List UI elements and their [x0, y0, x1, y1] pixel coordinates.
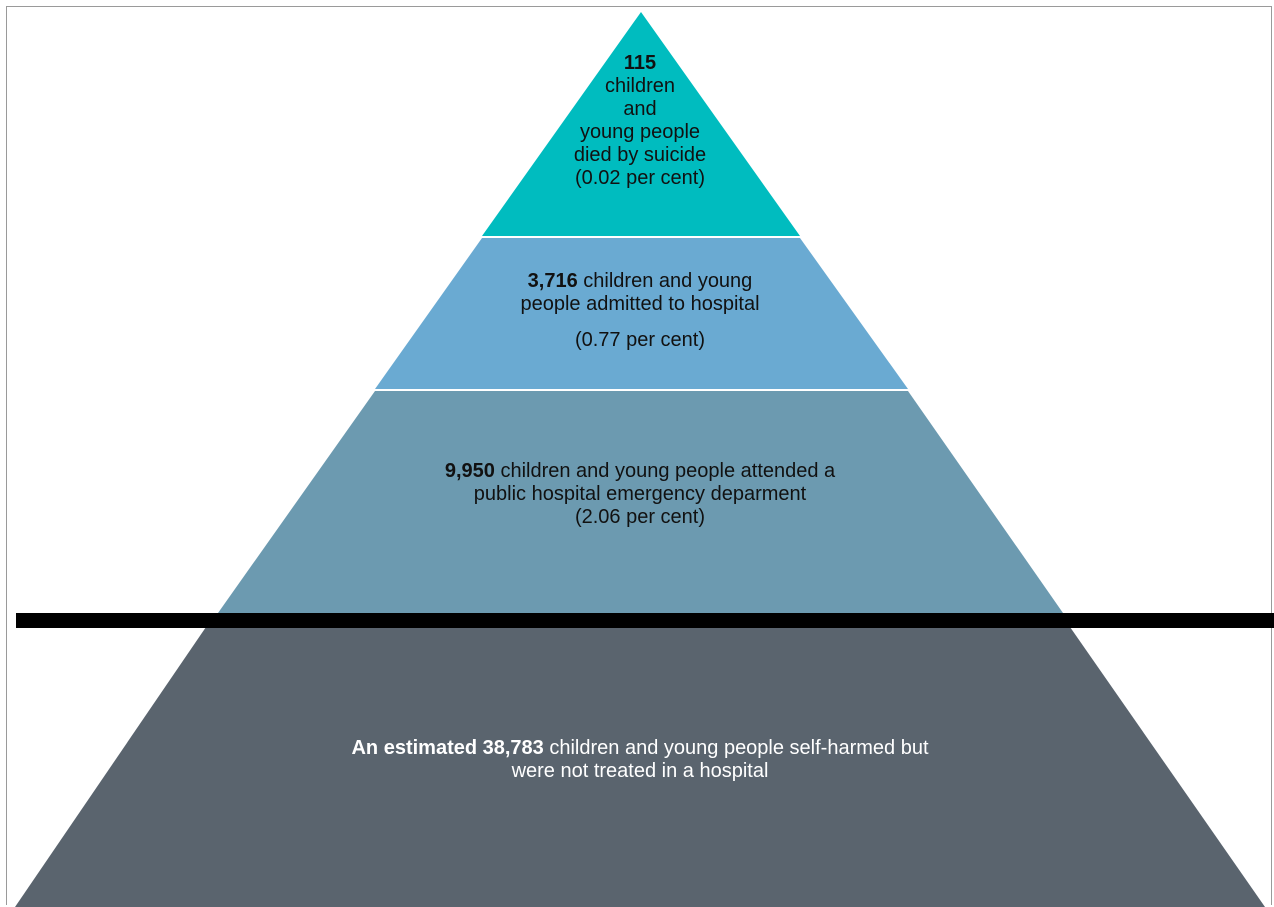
tier-suicide-label: 115 children and young people died by su… — [540, 52, 740, 190]
tier-suicide-text: and — [540, 98, 740, 121]
tier-hospital-number: 3,716 — [528, 270, 578, 292]
tier-emergency-number: 9,950 — [445, 460, 495, 482]
tier-base-text: were not treated in a hospital — [180, 760, 1100, 783]
tier-suicide-text: children — [540, 75, 740, 98]
tier-emergency-text: children and young people attended a — [495, 460, 835, 482]
treated-untreated-divider — [16, 613, 1274, 628]
tier-hospital-percent: (0.77 per cent) — [420, 329, 860, 352]
tier-hospital-label: 3,716 children and young people admitted… — [420, 270, 860, 352]
tier-suicide-percent: (0.02 per cent) — [540, 167, 740, 190]
tier-emergency-text: public hospital emergency deparment — [300, 483, 980, 506]
tier-suicide-number: 115 — [624, 52, 656, 74]
tier-hospital-text: children and young — [578, 270, 753, 292]
tier-base-number: An estimated 38,783 — [351, 737, 543, 759]
tier-suicide-text: died by suicide — [540, 144, 740, 167]
tier-emergency-percent: (2.06 per cent) — [300, 506, 980, 529]
tier-emergency-label: 9,950 children and young people attended… — [300, 460, 980, 529]
tier-suicide-text: young people — [540, 121, 740, 144]
tier-base-label: An estimated 38,783 children and young p… — [180, 737, 1100, 783]
tier-hospital-text: people admitted to hospital — [420, 293, 860, 316]
tier-base-text: children and young people self-harmed bu… — [544, 737, 929, 759]
